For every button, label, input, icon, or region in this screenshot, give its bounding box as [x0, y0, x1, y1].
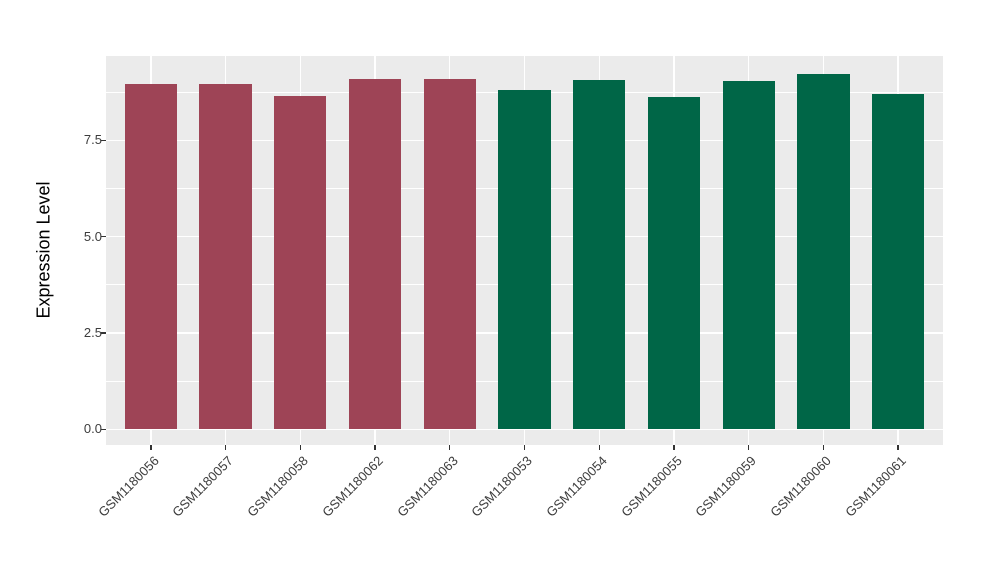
x-tick-mark — [747, 445, 750, 450]
x-tick-mark — [822, 445, 825, 450]
bar-GSM1180062 — [348, 79, 402, 430]
y-tick-mark — [101, 332, 106, 334]
bar-GSM1180061 — [872, 93, 925, 430]
bar-GSM1180058 — [274, 96, 327, 430]
y-tick-mark — [101, 235, 106, 238]
bar-GSM1180053 — [498, 90, 551, 430]
y-axis-title: Expression Level — [33, 181, 54, 319]
bar-GSM1180054 — [573, 79, 626, 430]
x-tick-label: GSM1180061 — [678, 452, 909, 520]
x-tick-mark — [449, 445, 451, 450]
x-tick-mark — [374, 445, 376, 450]
y-tick-label: 2.5 — [83, 324, 102, 340]
y-tick-mark — [101, 139, 106, 142]
x-tick-mark — [224, 445, 227, 450]
bar-GSM1180057 — [199, 83, 252, 430]
y-tick-label: 7.5 — [83, 132, 102, 148]
bar-GSM1180060 — [797, 73, 850, 430]
bar-GSM1180063 — [423, 79, 476, 430]
y-tick-label: 0.0 — [83, 421, 102, 437]
x-tick-mark — [897, 445, 899, 450]
chart-panel — [106, 56, 943, 445]
x-tick-mark — [673, 445, 675, 450]
y-tick-mark — [101, 428, 106, 430]
y-tick-label: 5.0 — [83, 228, 102, 244]
x-tick-label-text: GSM1180061 — [842, 453, 909, 520]
bar-GSM1180055 — [647, 96, 701, 430]
x-tick-mark — [598, 445, 600, 450]
bar-GSM1180059 — [722, 81, 775, 430]
bar-GSM1180056 — [124, 83, 177, 430]
x-tick-mark — [150, 445, 152, 450]
x-tick-mark — [299, 445, 301, 450]
x-tick-mark — [523, 445, 526, 450]
